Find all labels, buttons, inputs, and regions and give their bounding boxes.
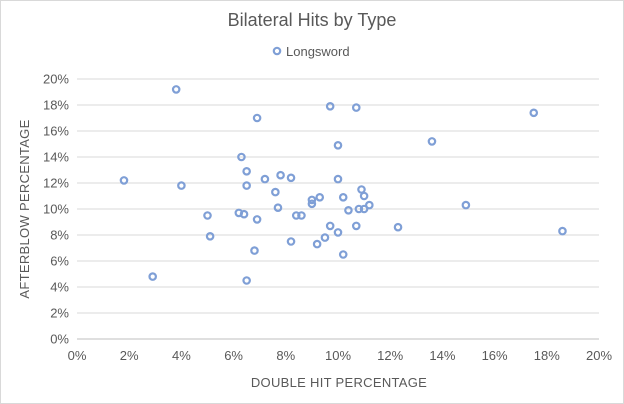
- data-point: [291, 211, 301, 220]
- x-tick-label: 4%: [172, 348, 191, 363]
- data-point: [276, 170, 285, 180]
- x-tick-label: 0%: [68, 348, 87, 363]
- data-point: [297, 211, 306, 220]
- data-point: [558, 226, 567, 236]
- data-point: [427, 137, 437, 146]
- data-point: [260, 174, 270, 184]
- data-point: [171, 85, 181, 94]
- y-tick-label: 4%: [50, 280, 69, 295]
- x-tick-label: 6%: [224, 348, 243, 363]
- data-points: [119, 85, 567, 285]
- legend-marker-longsword: [272, 46, 282, 56]
- data-point: [286, 173, 296, 183]
- data-point: [242, 181, 251, 190]
- x-tick-label: 10%: [325, 348, 351, 363]
- x-tick-label: 14%: [429, 348, 455, 363]
- y-tick-label: 10%: [43, 202, 69, 217]
- y-tick-label: 16%: [43, 124, 69, 139]
- data-point: [333, 174, 343, 184]
- data-point: [351, 103, 361, 112]
- chart-title: Bilateral Hits by Type: [228, 10, 397, 30]
- x-tick-label: 20%: [586, 348, 612, 363]
- y-axis-tick-labels: 0% 2% 4% 6% 8% 10% 12% 14% 16% 18% 20%: [43, 72, 69, 347]
- y-axis-title: AFTERBLOW PERCENTAGE: [17, 119, 32, 298]
- y-tick-label: 8%: [50, 228, 69, 243]
- y-tick-label: 12%: [43, 176, 69, 191]
- y-tick-label: 2%: [50, 306, 69, 321]
- data-point: [242, 276, 251, 285]
- data-point: [148, 272, 157, 281]
- data-point: [237, 152, 246, 162]
- data-point: [333, 141, 343, 150]
- y-tick-label: 0%: [50, 332, 69, 347]
- data-point: [271, 187, 280, 197]
- y-tick-label: 20%: [43, 72, 69, 87]
- data-point: [320, 233, 330, 242]
- data-point: [365, 200, 374, 210]
- data-point: [119, 176, 129, 185]
- data-point: [252, 215, 262, 224]
- data-point: [351, 221, 361, 231]
- data-point: [344, 206, 353, 215]
- data-point: [307, 199, 317, 209]
- data-point: [273, 203, 283, 213]
- data-point: [338, 250, 348, 259]
- x-tick-label: 2%: [120, 348, 139, 363]
- x-tick-label: 12%: [377, 348, 403, 363]
- data-point: [203, 211, 212, 220]
- gridlines: [77, 78, 599, 340]
- data-point: [338, 193, 348, 202]
- x-axis-title: DOUBLE HIT PERCENTAGE: [251, 375, 427, 390]
- data-point: [252, 113, 262, 123]
- data-point: [325, 102, 335, 111]
- x-tick-label: 16%: [482, 348, 508, 363]
- legend: Longsword: [272, 44, 350, 59]
- data-point: [333, 228, 343, 237]
- x-tick-label: 8%: [276, 348, 295, 363]
- y-tick-label: 18%: [43, 98, 69, 113]
- data-point: [529, 108, 539, 118]
- data-point: [205, 232, 215, 241]
- data-point: [325, 221, 335, 231]
- data-point: [177, 181, 186, 190]
- data-point: [461, 200, 471, 210]
- y-tick-label: 6%: [50, 254, 69, 269]
- legend-label-longsword: Longsword: [286, 44, 350, 59]
- x-axis-tick-labels: 0% 2% 4% 6% 8% 10% 12% 14% 16% 18% 20%: [68, 348, 613, 363]
- data-point: [359, 204, 369, 214]
- data-point: [286, 237, 296, 246]
- data-point: [242, 167, 251, 176]
- y-tick-label: 14%: [43, 150, 69, 165]
- data-point: [312, 239, 322, 249]
- data-point: [393, 222, 403, 232]
- data-point: [250, 246, 259, 255]
- data-point: [239, 209, 249, 219]
- data-point: [315, 193, 325, 202]
- data-point: [307, 195, 317, 205]
- data-point: [354, 204, 364, 214]
- data-point: [359, 191, 369, 201]
- x-tick-label: 18%: [534, 348, 560, 363]
